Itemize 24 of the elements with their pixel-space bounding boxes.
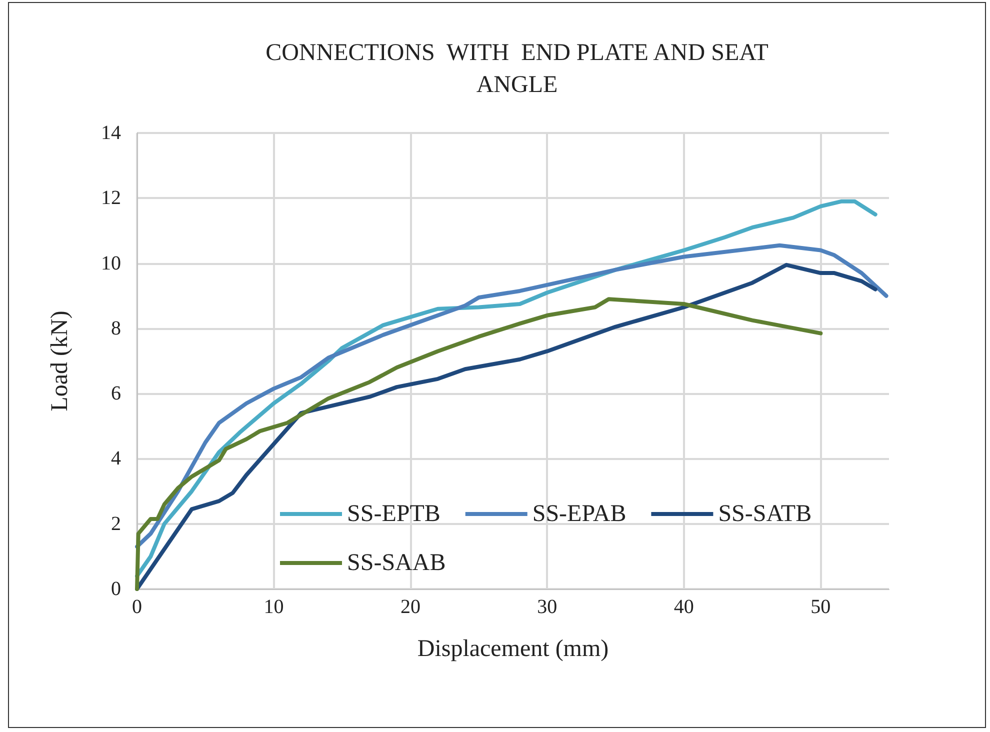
y-tick-label: 14 bbox=[101, 122, 121, 144]
line-series bbox=[135, 199, 878, 578]
y-tick-label: 8 bbox=[111, 317, 121, 340]
y-tick-label: 10 bbox=[101, 252, 121, 274]
legend-label: SS-EPAB bbox=[532, 501, 626, 527]
line-series bbox=[135, 243, 888, 549]
x-axis-title: Displacement (mm) bbox=[417, 636, 609, 662]
legend-label: SS-SAAB bbox=[347, 550, 446, 576]
legend-label: SS-SATB bbox=[718, 501, 812, 527]
x-tick-label: 50 bbox=[810, 596, 831, 618]
y-axis-title: Load (kN) bbox=[47, 310, 73, 412]
y-tick-label: 12 bbox=[101, 187, 121, 210]
y-tick-label: 2 bbox=[111, 512, 121, 535]
y-tick-label: 0 bbox=[111, 578, 121, 600]
y-tick-label: 4 bbox=[111, 448, 121, 470]
chart-title: CONNECTIONS WITH END PLATE AND SEAT ANGLE bbox=[266, 40, 769, 98]
line-series bbox=[135, 297, 823, 591]
x-tick-label: 40 bbox=[674, 596, 694, 618]
x-tick-label: 0 bbox=[132, 596, 142, 618]
y-tick-label: 6 bbox=[111, 382, 121, 405]
x-tick-label: 20 bbox=[400, 596, 420, 618]
x-tick-label: 30 bbox=[537, 596, 558, 618]
x-tick-label: 10 bbox=[264, 596, 284, 618]
legend-label: SS-EPTB bbox=[347, 501, 440, 527]
